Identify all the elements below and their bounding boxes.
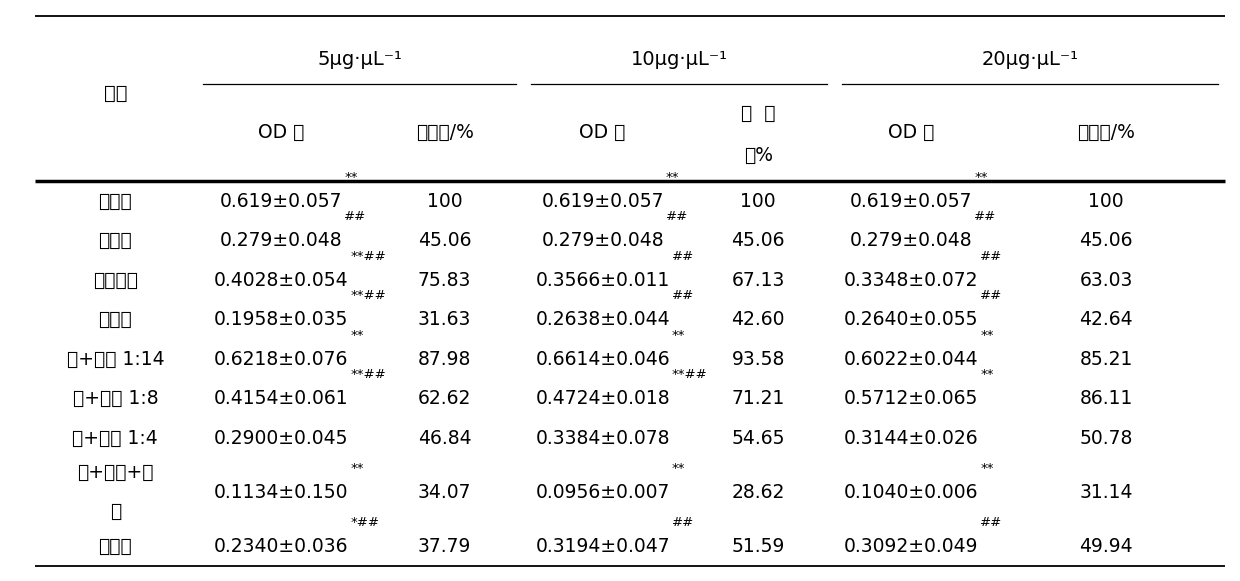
Text: 75.83: 75.83 [418, 271, 471, 289]
Text: ##: ## [980, 250, 1002, 263]
Text: 34.07: 34.07 [418, 483, 471, 501]
Text: **##: **## [350, 368, 386, 381]
Text: **: ** [350, 329, 363, 342]
Text: **: ** [666, 171, 680, 184]
Text: 42.60: 42.60 [732, 310, 785, 329]
Text: 31.63: 31.63 [418, 310, 471, 329]
Text: 0.279±0.048: 0.279±0.048 [219, 231, 342, 250]
Text: **##: **## [672, 368, 708, 381]
Text: **: ** [672, 462, 686, 475]
Text: 生+黄酮 1:4: 生+黄酮 1:4 [72, 429, 159, 447]
Text: 93.58: 93.58 [732, 350, 785, 368]
Text: 0.279±0.048: 0.279±0.048 [542, 231, 663, 250]
Text: 31.14: 31.14 [1079, 483, 1133, 501]
Text: 0.2640±0.055: 0.2640±0.055 [843, 310, 978, 329]
Text: **: ** [345, 171, 357, 184]
Text: 0.3194±0.047: 0.3194±0.047 [536, 537, 670, 555]
Text: 50.78: 50.78 [1079, 429, 1133, 447]
Text: 苷: 苷 [109, 502, 122, 521]
Text: **: ** [980, 368, 993, 381]
Text: 生+黄酮 1:8: 生+黄酮 1:8 [72, 389, 159, 408]
Text: 54.65: 54.65 [732, 429, 785, 447]
Text: 0.619±0.057: 0.619±0.057 [219, 192, 342, 210]
Text: **: ** [980, 329, 993, 342]
Text: 49.94: 49.94 [1079, 537, 1133, 555]
Text: OD 值: OD 值 [258, 123, 304, 142]
Text: 0.619±0.057: 0.619±0.057 [542, 192, 663, 210]
Text: ##: ## [672, 250, 694, 263]
Text: ##: ## [345, 210, 367, 223]
Text: 71.21: 71.21 [732, 389, 785, 408]
Text: 0.6614±0.046: 0.6614±0.046 [536, 350, 670, 368]
Text: 存活率/%: 存活率/% [415, 123, 474, 142]
Text: 0.3566±0.011: 0.3566±0.011 [536, 271, 670, 289]
Text: 86.11: 86.11 [1079, 389, 1133, 408]
Text: **##: **## [350, 289, 386, 302]
Text: **: ** [672, 329, 686, 342]
Text: 100: 100 [740, 192, 776, 210]
Text: OD 值: OD 值 [579, 123, 626, 142]
Text: 63.03: 63.03 [1079, 271, 1133, 289]
Text: 0.2638±0.044: 0.2638±0.044 [536, 310, 670, 329]
Text: 0.6022±0.044: 0.6022±0.044 [843, 350, 978, 368]
Text: **: ** [980, 462, 993, 475]
Text: 85.21: 85.21 [1079, 350, 1133, 368]
Text: 37.79: 37.79 [418, 537, 471, 555]
Text: 生+黄酮+皌: 生+黄酮+皌 [77, 464, 154, 482]
Text: OD 值: OD 值 [888, 123, 934, 142]
Text: ##: ## [666, 210, 688, 223]
Text: 0.1040±0.006: 0.1040±0.006 [843, 483, 978, 501]
Text: 0.279±0.048: 0.279±0.048 [849, 231, 972, 250]
Text: ##: ## [975, 210, 997, 223]
Text: 10μg·μL⁻¹: 10μg·μL⁻¹ [630, 50, 728, 69]
Text: 0.4724±0.018: 0.4724±0.018 [536, 389, 670, 408]
Text: *##: *## [350, 516, 379, 529]
Text: ##: ## [980, 516, 1002, 529]
Text: 100: 100 [427, 192, 463, 210]
Text: 0.2900±0.045: 0.2900±0.045 [213, 429, 348, 447]
Text: 20μg·μL⁻¹: 20μg·μL⁻¹ [981, 50, 1079, 69]
Text: **##: **## [350, 250, 386, 263]
Text: 空白组: 空白组 [98, 192, 133, 210]
Text: 生+黄酮 1:14: 生+黄酮 1:14 [67, 350, 164, 368]
Text: 0.4154±0.061: 0.4154±0.061 [213, 389, 348, 408]
Text: 0.619±0.057: 0.619±0.057 [849, 192, 972, 210]
Text: 模型组: 模型组 [98, 231, 133, 250]
Text: 存活率/%: 存活率/% [1078, 123, 1135, 142]
Text: 0.3384±0.078: 0.3384±0.078 [536, 429, 670, 447]
Text: 67.13: 67.13 [732, 271, 785, 289]
Text: 生物廉: 生物廉 [98, 537, 133, 555]
Text: 51.59: 51.59 [732, 537, 785, 555]
Text: ##: ## [672, 289, 694, 302]
Text: 5μg·μL⁻¹: 5μg·μL⁻¹ [317, 50, 402, 69]
Text: 0.3144±0.026: 0.3144±0.026 [843, 429, 978, 447]
Text: 62.62: 62.62 [418, 389, 471, 408]
Text: 文拉法辛: 文拉法辛 [93, 271, 138, 289]
Text: 0.1134±0.150: 0.1134±0.150 [213, 483, 348, 501]
Text: 浸膏组: 浸膏组 [98, 310, 133, 329]
Text: ##: ## [672, 516, 694, 529]
Text: 46.84: 46.84 [418, 429, 471, 447]
Text: **: ** [975, 171, 987, 184]
Text: 45.06: 45.06 [732, 231, 785, 250]
Text: 存  活: 存 活 [742, 104, 775, 123]
Text: 药物: 药物 [104, 84, 126, 102]
Text: 0.0956±0.007: 0.0956±0.007 [536, 483, 670, 501]
Text: 100: 100 [1089, 192, 1123, 210]
Text: 率%: 率% [744, 146, 773, 165]
Text: 0.2340±0.036: 0.2340±0.036 [213, 537, 348, 555]
Text: 0.3092±0.049: 0.3092±0.049 [843, 537, 978, 555]
Text: 0.1958±0.035: 0.1958±0.035 [213, 310, 348, 329]
Text: 0.5712±0.065: 0.5712±0.065 [843, 389, 978, 408]
Text: 45.06: 45.06 [418, 231, 471, 250]
Text: **: ** [350, 462, 363, 475]
Text: 45.06: 45.06 [1079, 231, 1133, 250]
Text: 87.98: 87.98 [418, 350, 471, 368]
Text: 0.4028±0.054: 0.4028±0.054 [213, 271, 348, 289]
Text: ##: ## [980, 289, 1002, 302]
Text: 0.6218±0.076: 0.6218±0.076 [213, 350, 348, 368]
Text: 0.3348±0.072: 0.3348±0.072 [843, 271, 978, 289]
Text: 28.62: 28.62 [732, 483, 785, 501]
Text: 42.64: 42.64 [1079, 310, 1133, 329]
